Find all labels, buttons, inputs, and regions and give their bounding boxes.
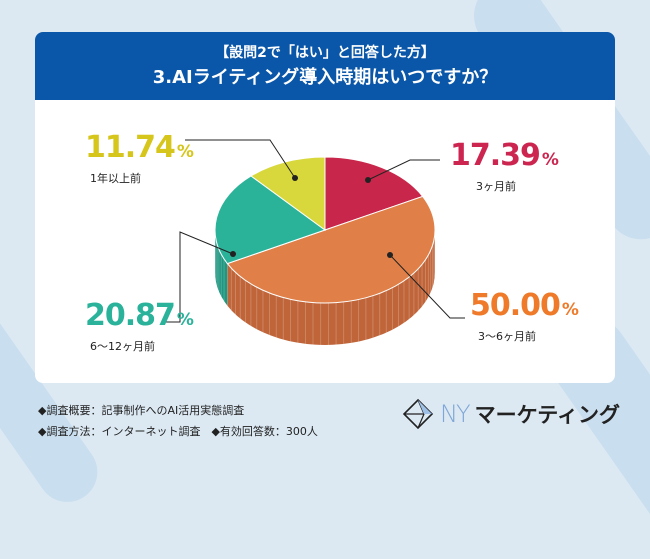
slice-label-2: 6〜12ヶ月前 bbox=[90, 340, 155, 353]
logo-diamond-icon bbox=[402, 398, 434, 430]
logo-name: マーケティング bbox=[474, 403, 620, 427]
leader-dot-3 bbox=[292, 175, 298, 181]
pct-label-3: 11.74% bbox=[85, 130, 194, 165]
pct-label-1: 50.00% bbox=[470, 288, 579, 323]
chart-header: 【設問2で「はい」と回答した方】 3.AIライティング導入時期はいつですか？ bbox=[35, 32, 615, 100]
pie-side-1 bbox=[227, 230, 435, 346]
leader-dot-0 bbox=[365, 177, 371, 183]
leader-line-0 bbox=[367, 159, 440, 181]
pie-slice-2 bbox=[214, 175, 327, 265]
leader-dot-1 bbox=[387, 252, 393, 258]
survey-overview: ◆調査概要：記事制作へのAI活用実態調査 bbox=[38, 404, 245, 417]
chart-subtitle: 【設問2で「はい」と回答した方】 bbox=[215, 45, 435, 61]
slice-label-0: 3ヶ月前 bbox=[476, 180, 516, 193]
logo-ny: NY bbox=[440, 400, 471, 428]
chart-title: 3.AIライティング導入時期はいつですか？ bbox=[152, 67, 498, 88]
pct-label-0: 17.39% bbox=[450, 138, 559, 173]
leader-line-2 bbox=[165, 231, 234, 323]
slice-label-1: 3〜6ヶ月前 bbox=[478, 330, 536, 343]
leader-line-3 bbox=[185, 139, 296, 179]
pie-slice-3 bbox=[250, 156, 326, 231]
slice-label-3: 1年以上前 bbox=[90, 172, 141, 185]
pie-chart bbox=[165, 139, 465, 346]
leader-line-1 bbox=[389, 254, 465, 319]
logo: NY マーケティング bbox=[402, 398, 620, 430]
pie-slice-1 bbox=[226, 195, 436, 304]
survey-method: ◆調査方法：インターネット調査 ◆有効回答数：300人 bbox=[38, 425, 318, 438]
pct-label-2: 20.87% bbox=[85, 298, 194, 333]
pie-slice-0 bbox=[324, 156, 424, 231]
leader-dot-2 bbox=[230, 251, 236, 257]
